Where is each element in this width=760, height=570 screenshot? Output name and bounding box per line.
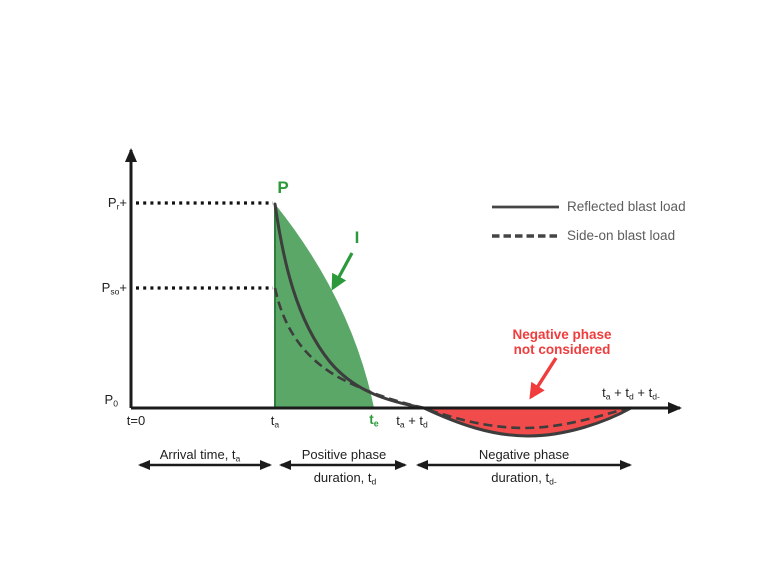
positive-phase-annotation-line1: Positive phase	[301, 447, 387, 462]
negative-note-line2: not considered	[513, 342, 611, 357]
p0-label: P0	[104, 392, 118, 409]
pr-plus-label: Pr+	[107, 195, 127, 212]
peak-pressure-label: P	[277, 178, 289, 197]
negative-note-line1: Negative phase	[512, 327, 612, 342]
arrival-annotation: Arrival time, ta	[159, 447, 241, 464]
legend-sideon-label: Side-on blast load	[567, 228, 676, 243]
negative-note: Negative phase not considered	[512, 327, 611, 357]
origin-label: t=0	[126, 413, 146, 428]
negative-phase-fill	[424, 408, 631, 436]
positive-phase-annotation-line2: duration, td	[313, 470, 377, 487]
positive-phase-fill	[275, 204, 374, 408]
impulse-label: I	[354, 228, 360, 247]
ta-td-tdneg-label: ta + td + td-	[602, 385, 660, 402]
ta-td-label: ta + td	[396, 413, 428, 430]
legend-reflected-label: Reflected blast load	[567, 199, 686, 214]
ta-label: ta	[270, 413, 280, 430]
impulse-arrow	[331, 252, 354, 291]
pso-plus-label: Pso+	[101, 280, 127, 297]
te-label: te	[369, 412, 379, 429]
negative-phase-annotation-line2: duration, td-	[491, 470, 557, 487]
negative-phase-annotation-line1: Negative phase	[478, 447, 570, 462]
negative-note-arrow	[529, 357, 558, 400]
